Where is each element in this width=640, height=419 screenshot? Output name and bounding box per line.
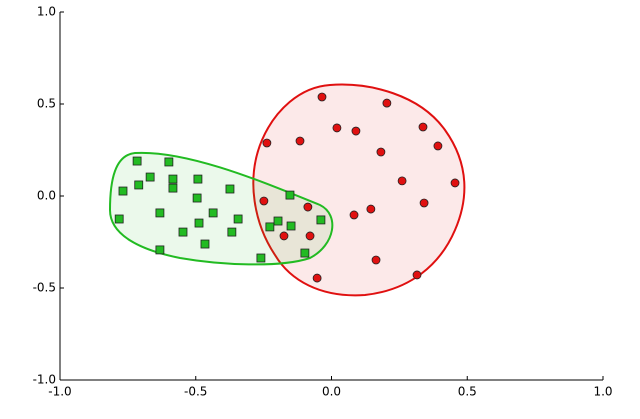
point xyxy=(286,221,296,231)
y-tick-label: 0.0 xyxy=(37,189,56,203)
point xyxy=(134,180,144,190)
cluster-hull xyxy=(252,83,466,297)
point xyxy=(303,202,313,212)
point xyxy=(376,147,386,157)
point xyxy=(208,208,218,218)
point xyxy=(382,98,392,108)
point xyxy=(227,227,237,237)
x-tick-label: 0.5 xyxy=(458,385,477,399)
point xyxy=(279,231,289,241)
point xyxy=(193,174,203,184)
point xyxy=(114,214,124,224)
point xyxy=(351,126,361,136)
point xyxy=(256,253,266,263)
point xyxy=(233,214,243,224)
point xyxy=(412,270,422,280)
cluster-hull xyxy=(108,151,334,266)
point xyxy=(200,239,210,249)
point xyxy=(316,215,326,225)
point xyxy=(265,222,275,232)
point xyxy=(332,123,342,133)
y-tick-label: -0.5 xyxy=(33,281,56,295)
x-tick-label: -0.5 xyxy=(184,385,207,399)
point xyxy=(366,204,376,214)
point xyxy=(397,176,407,186)
x-tick-label: 0.0 xyxy=(322,385,341,399)
point xyxy=(418,122,428,132)
point xyxy=(118,186,128,196)
point xyxy=(349,210,359,220)
point xyxy=(312,273,322,283)
point xyxy=(194,218,204,228)
y-tick-label: 1.0 xyxy=(37,5,56,19)
point xyxy=(155,245,165,255)
point xyxy=(295,136,305,146)
point xyxy=(317,92,327,102)
point xyxy=(285,190,295,200)
point xyxy=(164,157,174,167)
point xyxy=(273,216,283,226)
point xyxy=(259,196,269,206)
point xyxy=(371,255,381,265)
x-tick-label: 1.0 xyxy=(593,385,612,399)
point xyxy=(192,193,202,203)
point xyxy=(132,156,142,166)
point xyxy=(300,248,310,258)
point xyxy=(433,141,443,151)
point xyxy=(225,184,235,194)
point xyxy=(262,138,272,148)
y-tick-label: 0.5 xyxy=(37,97,56,111)
point xyxy=(168,183,178,193)
point xyxy=(155,208,165,218)
point xyxy=(419,198,429,208)
y-tick-label: -1.0 xyxy=(33,373,56,387)
point xyxy=(145,172,155,182)
point xyxy=(305,231,315,241)
point xyxy=(450,178,460,188)
point xyxy=(178,227,188,237)
point xyxy=(168,174,178,184)
x-tick-label: -1.0 xyxy=(48,385,71,399)
